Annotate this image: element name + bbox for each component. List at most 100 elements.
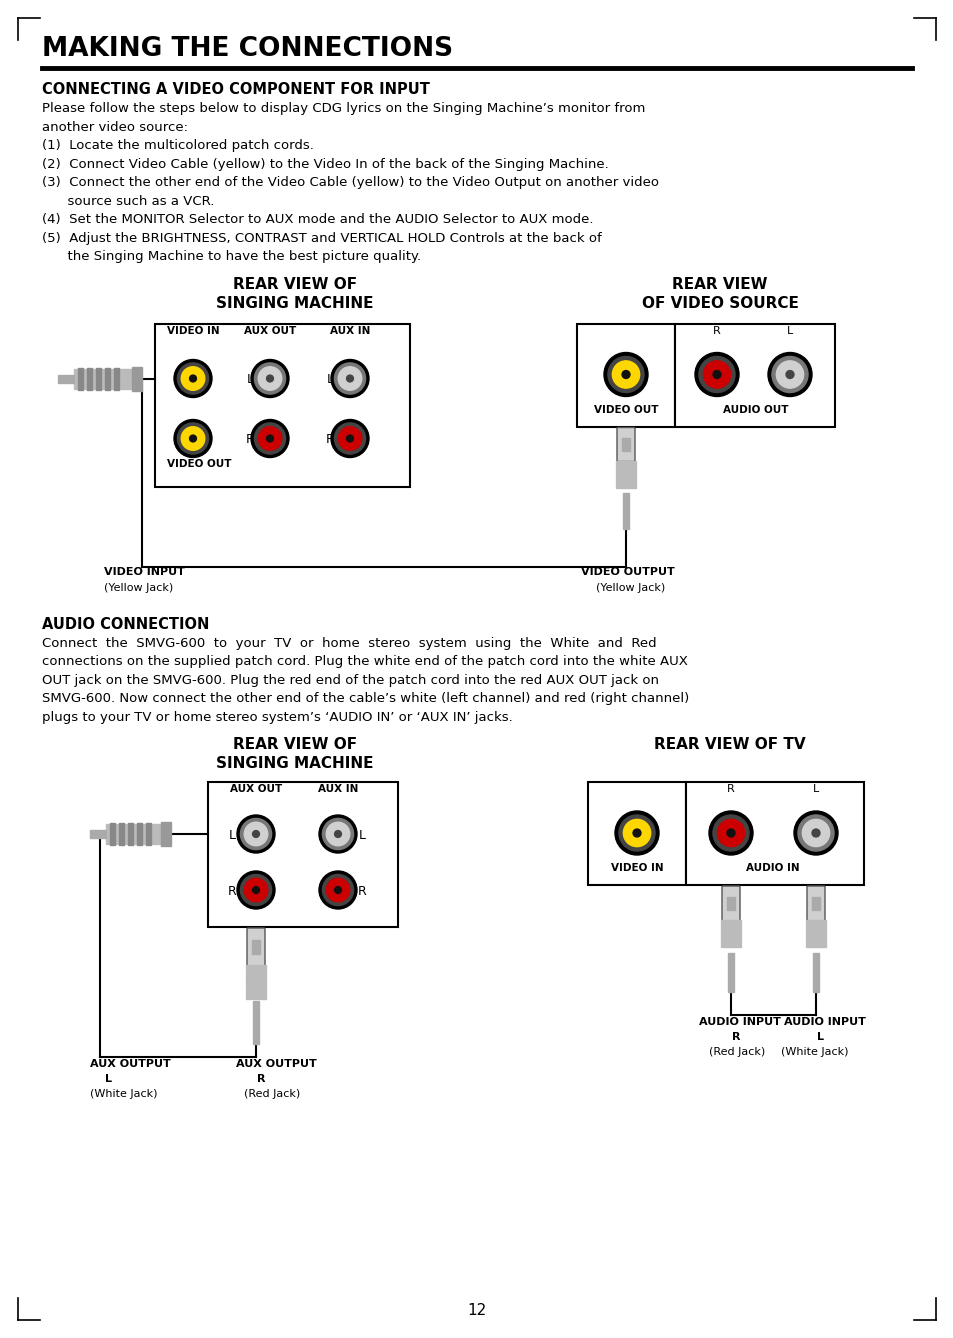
Bar (113, 368, 119, 389)
Text: L: L (786, 325, 792, 336)
Circle shape (771, 356, 807, 392)
Text: AUX OUTPUT: AUX OUTPUT (90, 1058, 171, 1069)
Text: AUDIO INPUT: AUDIO INPUT (783, 1017, 865, 1028)
Text: L: L (229, 828, 235, 842)
Bar (577, 324, 675, 427)
Text: (Red Jack): (Red Jack) (708, 1048, 764, 1057)
Text: AUX IN: AUX IN (330, 325, 370, 336)
Circle shape (322, 819, 354, 850)
Text: REAR VIEW OF
SINGING MACHINE: REAR VIEW OF SINGING MACHINE (216, 737, 374, 771)
FancyBboxPatch shape (806, 886, 824, 921)
Text: (5)  Adjust the BRIGHTNESS, CONTRAST and VERTICAL HOLD Controls at the back of: (5) Adjust the BRIGHTNESS, CONTRAST and … (42, 231, 601, 245)
Circle shape (338, 367, 361, 391)
Circle shape (326, 823, 350, 846)
Bar (119, 823, 124, 846)
Text: (3)  Connect the other end of the Video Cable (yellow) to the Video Output on an: (3) Connect the other end of the Video C… (42, 177, 659, 189)
Text: SMVG-600. Now connect the other end of the cable’s white (left channel) and red : SMVG-600. Now connect the other end of t… (42, 692, 688, 705)
Text: AUX OUT: AUX OUT (230, 784, 282, 793)
Bar (246, 965, 266, 969)
Bar (812, 953, 818, 991)
Circle shape (177, 423, 209, 454)
Circle shape (335, 887, 341, 894)
Text: Connect  the  SMVG-600  to  your  TV  or  home  stereo  system  using  the  Whit: Connect the SMVG-600 to your TV or home … (42, 637, 656, 649)
Text: (2)  Connect Video Cable (yellow) to the Video In of the back of the Singing Mac: (2) Connect Video Cable (yellow) to the … (42, 158, 608, 170)
Bar (726, 896, 734, 910)
Text: R: R (726, 784, 734, 793)
Text: VIDEO IN: VIDEO IN (610, 863, 662, 872)
Bar (90, 830, 106, 838)
Circle shape (708, 811, 752, 855)
Circle shape (612, 361, 639, 388)
Text: AUDIO IN: AUDIO IN (745, 863, 799, 872)
FancyBboxPatch shape (247, 929, 265, 966)
Bar (146, 823, 151, 846)
FancyBboxPatch shape (617, 428, 635, 462)
Bar (811, 896, 820, 910)
Text: AUDIO CONNECTION: AUDIO CONNECTION (42, 617, 209, 632)
Text: 12: 12 (467, 1303, 486, 1318)
Circle shape (607, 356, 643, 392)
Bar (616, 476, 636, 479)
Circle shape (318, 815, 356, 854)
Bar (74, 368, 132, 388)
Bar (616, 460, 636, 463)
Bar (805, 921, 825, 923)
Bar (105, 368, 110, 389)
Circle shape (622, 819, 650, 847)
Circle shape (258, 427, 281, 451)
Bar (621, 438, 629, 451)
Circle shape (190, 375, 196, 381)
Bar (675, 324, 834, 427)
Circle shape (240, 875, 272, 906)
Text: (White Jack): (White Jack) (90, 1089, 157, 1098)
Bar (720, 929, 740, 931)
Bar (616, 472, 636, 475)
Bar (720, 941, 740, 943)
Bar (685, 781, 863, 884)
Bar (720, 925, 740, 927)
Text: VIDEO OUT: VIDEO OUT (593, 404, 658, 415)
Text: plugs to your TV or home stereo system’s ‘AUDIO IN’ or ‘AUX IN’ jacks.: plugs to your TV or home stereo system’s… (42, 710, 512, 724)
Text: R: R (325, 434, 334, 446)
Circle shape (335, 423, 365, 454)
Circle shape (244, 823, 268, 846)
Text: R: R (228, 884, 236, 898)
Text: REAR VIEW OF TV: REAR VIEW OF TV (654, 737, 805, 752)
Circle shape (699, 356, 734, 392)
Circle shape (253, 831, 259, 838)
Bar (805, 925, 825, 927)
Text: AUDIO OUT: AUDIO OUT (722, 404, 788, 415)
Text: the Singing Machine to have the best picture quality.: the Singing Machine to have the best pic… (42, 250, 420, 264)
Text: L: L (817, 1032, 823, 1042)
Text: L: L (326, 373, 334, 385)
Text: (Yellow Jack): (Yellow Jack) (104, 582, 173, 593)
Circle shape (767, 352, 811, 396)
Circle shape (702, 361, 730, 388)
Text: R: R (713, 325, 720, 336)
Bar (87, 368, 91, 389)
Circle shape (801, 819, 829, 847)
Bar (727, 953, 733, 991)
Bar (246, 970, 266, 974)
Text: R: R (245, 434, 254, 446)
Bar (720, 933, 740, 935)
Bar (132, 367, 142, 391)
Bar (246, 979, 266, 983)
Text: VIDEO OUT: VIDEO OUT (167, 459, 232, 468)
Text: VIDEO OUTPUT: VIDEO OUTPUT (580, 566, 674, 577)
Bar (154, 324, 410, 487)
Circle shape (811, 830, 819, 838)
Circle shape (603, 352, 647, 396)
Text: (1)  Locate the multicolored patch cords.: (1) Locate the multicolored patch cords. (42, 139, 314, 153)
Text: source such as a VCR.: source such as a VCR. (42, 194, 214, 207)
Circle shape (181, 367, 205, 391)
Text: R: R (256, 1074, 265, 1084)
Bar (253, 1001, 258, 1044)
Text: (Yellow Jack): (Yellow Jack) (596, 582, 664, 593)
Circle shape (615, 811, 659, 855)
Circle shape (253, 887, 259, 894)
Bar (246, 985, 266, 989)
Bar (720, 945, 740, 947)
Bar (78, 368, 83, 389)
Bar (246, 995, 266, 999)
